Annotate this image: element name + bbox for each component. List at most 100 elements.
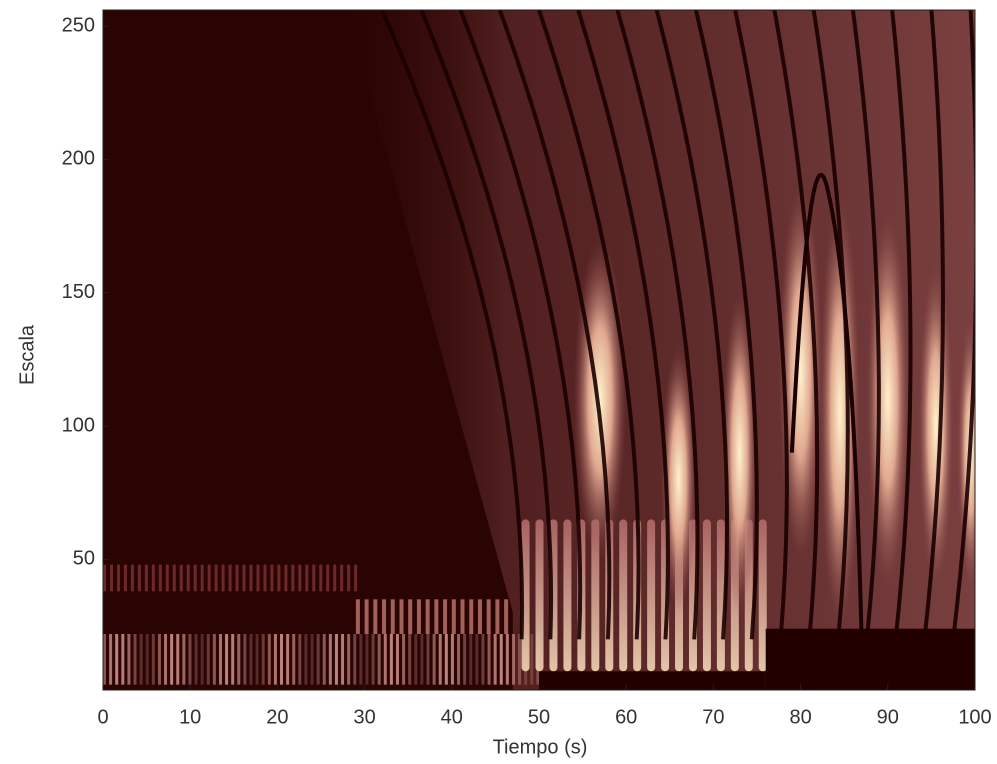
ridge (458, 10, 583, 640)
stripe (164, 634, 168, 685)
stripe (443, 599, 448, 634)
stripe (200, 634, 204, 685)
x-tick-label: 10 (179, 706, 201, 728)
stripe (347, 564, 351, 592)
ridge (733, 10, 789, 640)
stripe (158, 564, 162, 592)
stripe (493, 634, 497, 685)
ridge (497, 10, 612, 640)
stripe (395, 634, 399, 685)
stripe (444, 634, 448, 685)
stripe (133, 634, 137, 685)
lobe (866, 212, 909, 586)
stripe (137, 564, 141, 592)
stripe (221, 564, 225, 592)
stripe (207, 564, 211, 592)
scalogram (103, 10, 975, 690)
stripe (237, 634, 241, 685)
stripe (416, 599, 421, 634)
stripe (212, 634, 216, 685)
stripe (312, 564, 316, 592)
stripe (495, 599, 500, 634)
stripe (186, 564, 190, 592)
ridge (789, 172, 864, 640)
stripe (292, 634, 296, 685)
stripe (505, 634, 509, 685)
stripe (426, 634, 430, 685)
stripe (319, 564, 323, 592)
stripe (218, 634, 222, 685)
stripe (322, 634, 326, 685)
stripe (115, 634, 119, 685)
stripe (647, 519, 656, 672)
stripe (365, 634, 369, 685)
stripe (402, 634, 406, 685)
ridge (615, 10, 700, 640)
stripe (255, 634, 259, 685)
stripe (249, 634, 253, 685)
stripe (316, 634, 320, 685)
stripe (116, 564, 120, 592)
stripe (390, 599, 395, 634)
stripe (499, 634, 503, 685)
stripe (277, 564, 281, 592)
stripe (267, 634, 271, 685)
stripe (535, 519, 544, 672)
stripe (176, 634, 180, 685)
stripe (328, 634, 332, 685)
ridge (694, 10, 759, 640)
stripe (263, 564, 267, 592)
stripe (486, 599, 491, 634)
stripe (151, 634, 155, 685)
stripe (530, 634, 534, 685)
stripe (383, 634, 387, 685)
y-axis-label: Escala (16, 324, 38, 385)
stripe (702, 519, 711, 672)
ridge (922, 10, 945, 640)
stripe (179, 564, 183, 592)
stripe (298, 634, 302, 685)
dark-band (765, 628, 975, 690)
ridge (576, 10, 670, 640)
stripe (151, 564, 155, 592)
stripe (121, 634, 125, 685)
stripe (382, 599, 387, 634)
x-tick-label: 0 (97, 706, 108, 728)
y-tick-label: 200 (62, 148, 95, 170)
lobe (722, 292, 757, 613)
stripe (457, 634, 461, 685)
stripe (103, 634, 106, 685)
stripe (432, 634, 436, 685)
y-tick-label: 150 (62, 281, 95, 303)
stripe (284, 564, 288, 592)
stripe (619, 519, 628, 672)
stripe (130, 564, 134, 592)
stripe (243, 634, 247, 685)
stripe (408, 599, 413, 634)
x-tick-label: 80 (789, 706, 811, 728)
stripe (228, 564, 232, 592)
stripe (373, 599, 378, 634)
stripe (425, 599, 430, 634)
stripe (420, 634, 424, 685)
stripe (469, 634, 473, 685)
stripe (144, 564, 148, 592)
ridge (537, 10, 641, 640)
dark-band (539, 671, 766, 690)
ridge (772, 10, 820, 640)
stripe (450, 634, 454, 685)
stripe (270, 564, 274, 592)
stripe (194, 634, 198, 685)
stripe (127, 634, 131, 685)
stripe (235, 564, 239, 592)
stripe (364, 599, 369, 634)
lobe (573, 239, 627, 560)
stripe (354, 564, 358, 592)
stripe (353, 634, 357, 685)
stripe (305, 564, 309, 592)
stripe (408, 634, 412, 685)
stripe (225, 634, 229, 685)
stripe (261, 634, 265, 685)
stripe (280, 634, 284, 685)
